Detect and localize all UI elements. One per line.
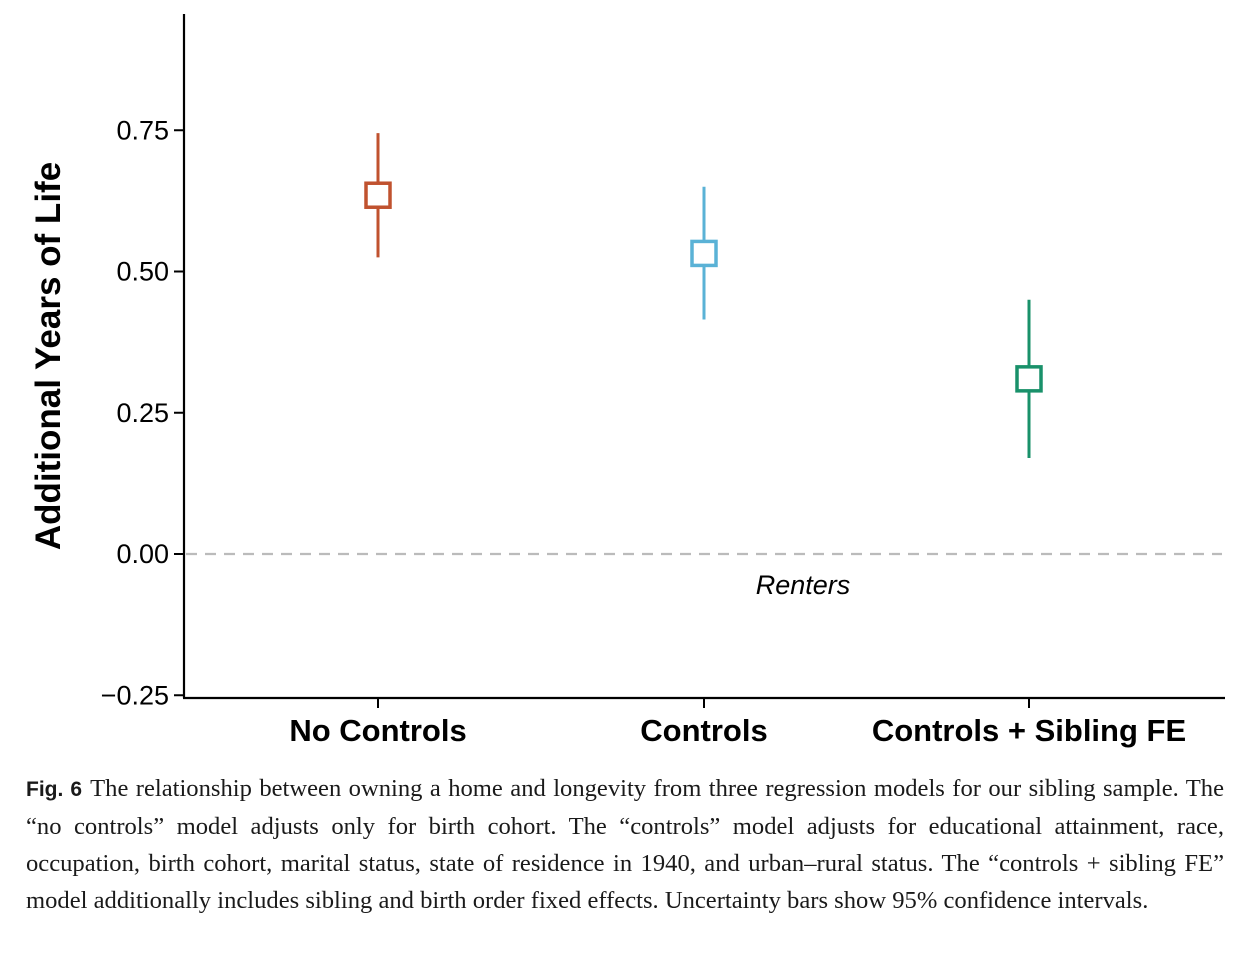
point-estimate-marker — [364, 181, 392, 209]
figure-caption: Fig. 6 The relationship between owning a … — [26, 770, 1224, 919]
renters-annotation: Renters — [756, 570, 851, 600]
y-ticks: −0.25 0.00 0.25 0.50 0.75 — [101, 115, 184, 710]
y-tick-label: 0.75 — [116, 115, 169, 145]
x-ticks: No Controls Controls Controls + Sibling FE — [289, 698, 1186, 748]
point-estimate-marker — [690, 239, 718, 268]
point-estimate-marker — [1015, 365, 1043, 393]
axes — [182, 14, 1225, 700]
data-marks — [364, 133, 1043, 458]
chart: −0.25 0.00 0.25 0.50 0.75 No Controls Control… — [29, 14, 1225, 748]
y-tick-label: 0.00 — [116, 539, 169, 569]
figure-label: Fig. 6 — [26, 778, 83, 801]
y-tick-label: 0.25 — [116, 398, 169, 428]
y-tick-label: 0.50 — [116, 257, 169, 287]
x-category-label: Controls + Sibling FE — [872, 713, 1186, 748]
caption-text: The relationship between owning a home a… — [26, 775, 1224, 914]
y-axis-label: Additional Years of Life — [29, 162, 68, 550]
x-category-label: Controls — [640, 713, 767, 748]
y-tick-label: −0.25 — [101, 680, 169, 710]
x-category-label: No Controls — [289, 713, 466, 748]
